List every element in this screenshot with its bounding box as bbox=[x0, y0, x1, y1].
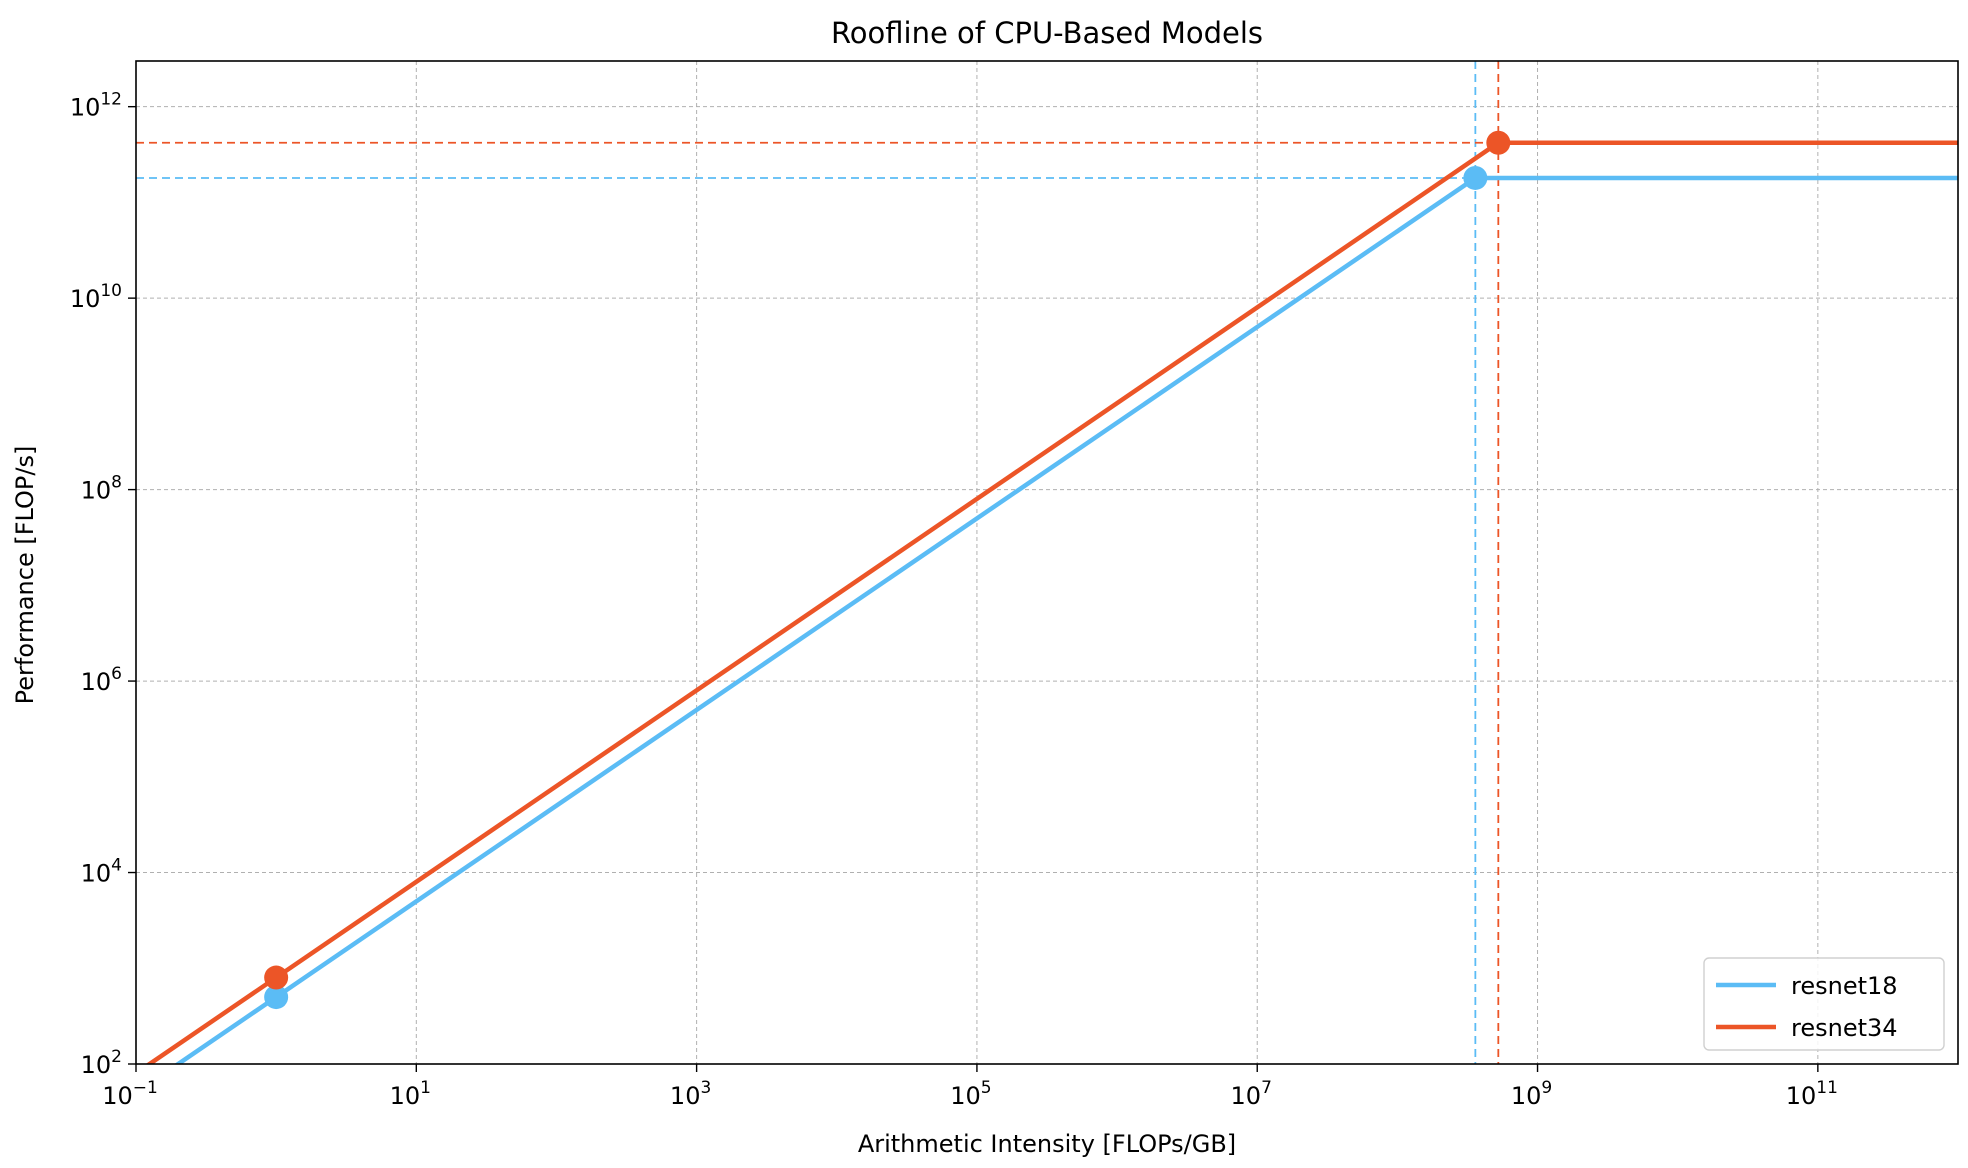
y-tick-label: 102 bbox=[81, 1047, 122, 1079]
roofline-resnet18 bbox=[174, 175, 1958, 1064]
x-tick-label: 101 bbox=[390, 1078, 431, 1110]
legend: resnet18 resnet34 bbox=[1703, 957, 1945, 1051]
x-tick-label: 10−1 bbox=[102, 1078, 158, 1110]
y-tick-label: 108 bbox=[81, 473, 122, 505]
x-tick-label: 1011 bbox=[1786, 1078, 1838, 1110]
chart-title: Roofline of CPU-Based Models bbox=[831, 16, 1263, 50]
reference-lines bbox=[136, 61, 1958, 1064]
y-axis-label: Performance [FLOP/s] bbox=[11, 446, 39, 705]
marker-resnet18 bbox=[1463, 165, 1488, 190]
x-axis-label: Arithmetic Intensity [FLOPs/GB] bbox=[858, 1130, 1236, 1158]
roofline-resnet34 bbox=[145, 140, 1958, 1064]
x-tick-label: 103 bbox=[670, 1078, 711, 1110]
y-tick-label: 1012 bbox=[70, 90, 122, 122]
legend-label: resnet18 bbox=[1791, 972, 1898, 1000]
x-tick-label: 109 bbox=[1511, 1078, 1552, 1110]
x-tick-label: 105 bbox=[950, 1078, 991, 1110]
x-tick-label: 107 bbox=[1231, 1078, 1272, 1110]
y-tick-label: 104 bbox=[81, 856, 122, 888]
tick-layer: 10−1 101 103 105 107 109 1011 102 104 106 108 1010 1… bbox=[70, 90, 1838, 1110]
marker-resnet18 bbox=[264, 985, 289, 1010]
series-layer bbox=[145, 130, 1958, 1064]
grid-layer bbox=[135, 61, 1958, 1065]
plot-frame bbox=[135, 60, 1959, 1065]
y-tick-label: 106 bbox=[81, 664, 122, 696]
legend-label: resnet34 bbox=[1791, 1014, 1898, 1042]
marker-resnet34 bbox=[1486, 130, 1511, 155]
marker-resnet34 bbox=[264, 965, 289, 990]
y-tick-label: 1010 bbox=[70, 281, 122, 313]
